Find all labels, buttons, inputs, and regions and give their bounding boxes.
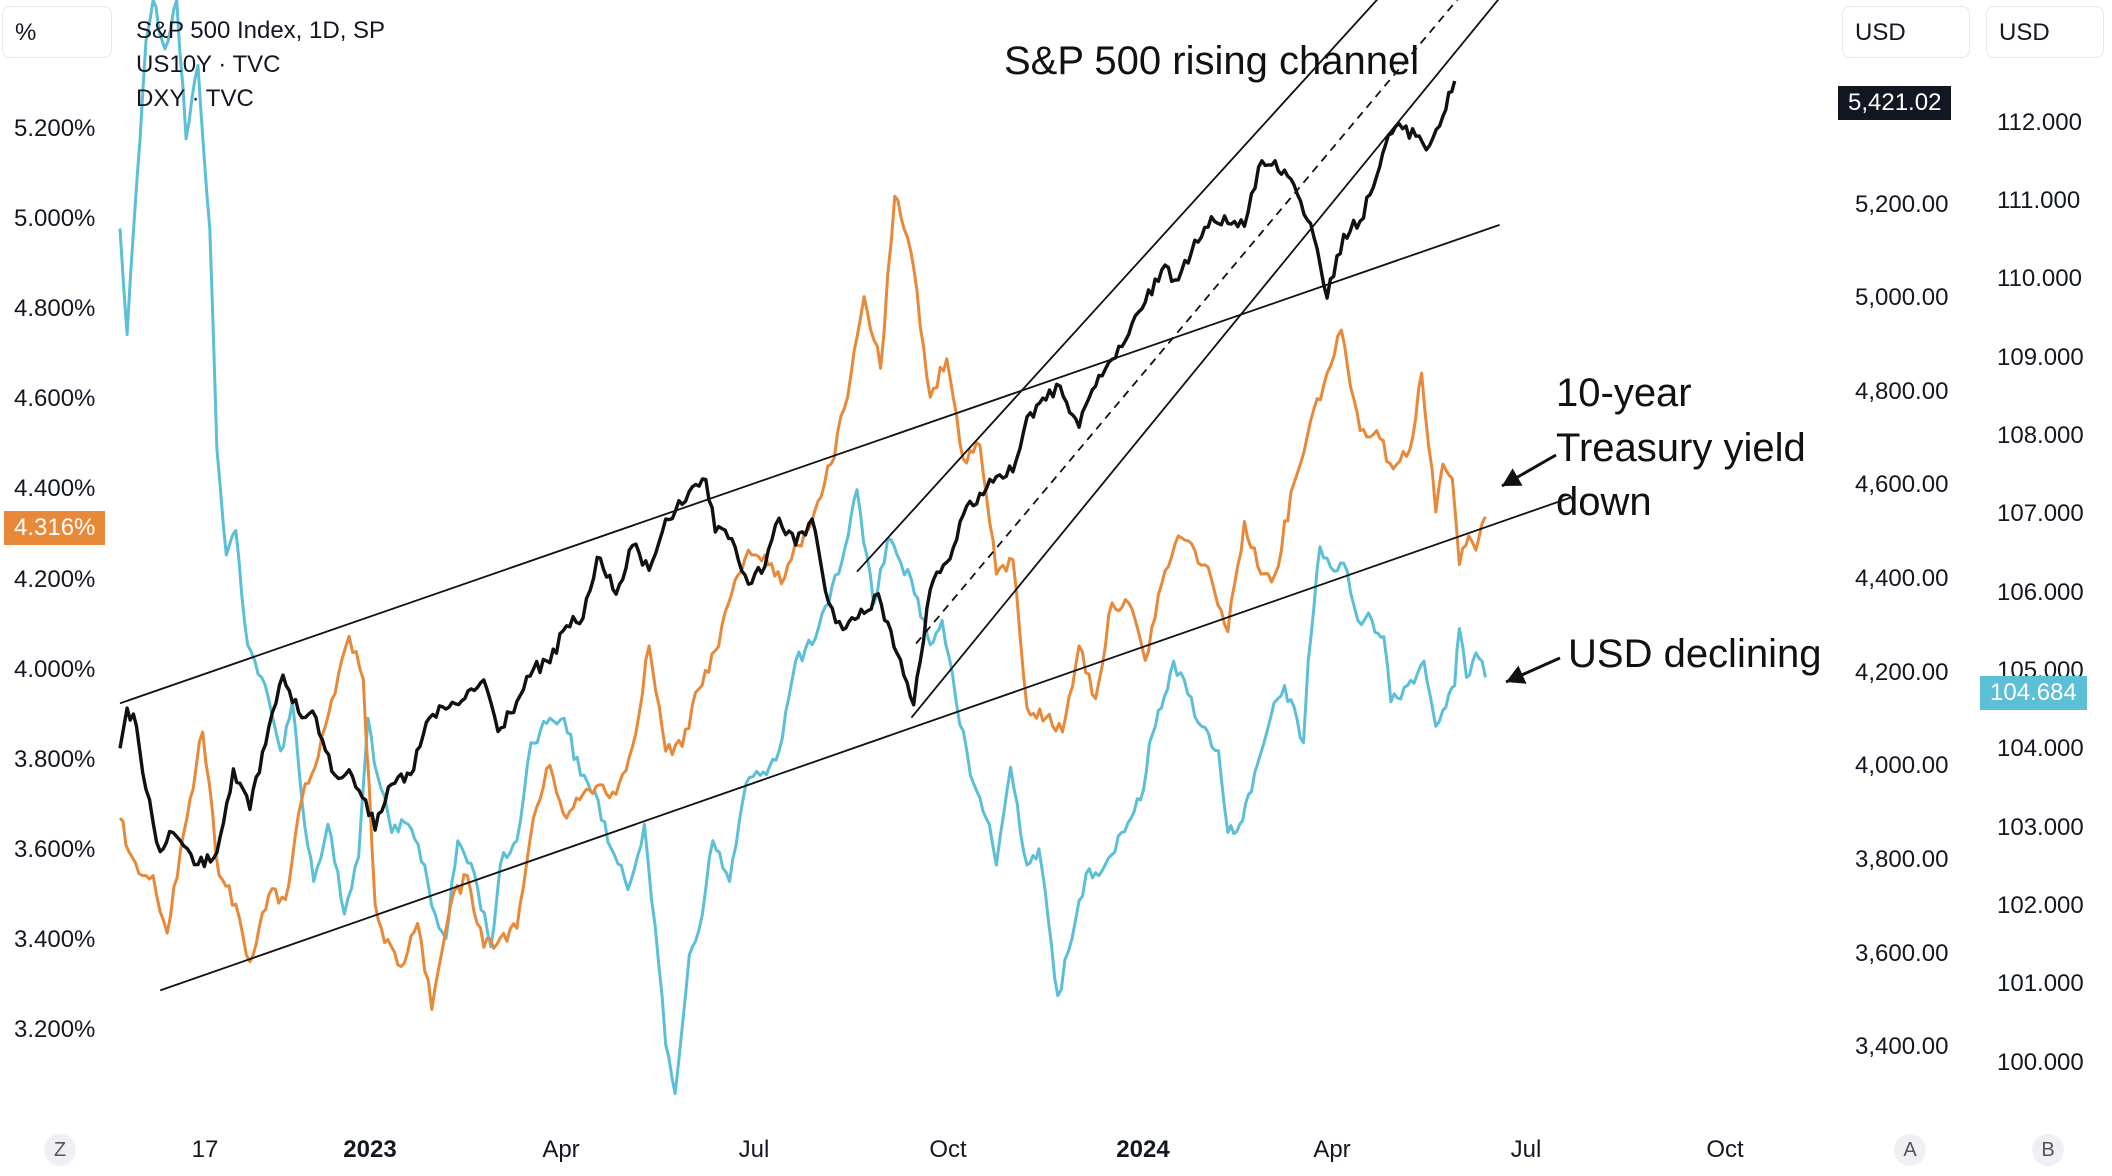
middle-axis-unit[interactable]: USD	[1842, 6, 1970, 58]
left-tick: 4.000%	[14, 656, 96, 683]
middle-tick: 4,600.00	[1855, 471, 1949, 498]
x-tick: Jul	[1510, 1136, 1542, 1163]
left-tick: 4.200%	[14, 566, 96, 593]
left-tick: 3.800%	[14, 746, 96, 773]
middle-tick: 3,400.00	[1855, 1033, 1949, 1060]
right-axis-unit[interactable]: USD	[1986, 6, 2104, 58]
left-tick: 5.200%	[14, 115, 96, 142]
x-tick: 2024	[1116, 1136, 1170, 1163]
yield-channel-upper[interactable]	[119, 224, 1500, 705]
annotation-yield-line1: 10-year	[1556, 371, 1692, 415]
legend-dxy[interactable]: DXY · TVC	[136, 85, 254, 112]
left-tick: 3.400%	[14, 926, 96, 953]
right-tick: 112.000	[1997, 109, 2082, 136]
left-tick: 3.600%	[14, 836, 96, 863]
spx-channel-upper[interactable]	[856, 0, 1433, 573]
left-tick: 4.800%	[14, 295, 96, 322]
dxy-last-value-badge: 104.684	[1980, 676, 2087, 710]
spx-last-value-badge: 5,421.02	[1838, 86, 1952, 120]
x-tick: Oct	[929, 1136, 967, 1163]
scale-a-button[interactable]: A	[1894, 1134, 1926, 1166]
spx-channel-mid[interactable]	[915, 0, 1497, 645]
scale-b-button[interactable]: B	[2032, 1134, 2064, 1166]
timezone-button[interactable]: Z	[44, 1134, 76, 1166]
right-tick: 102.000	[1997, 892, 2084, 919]
right-tick: 103.000	[1997, 814, 2084, 841]
right-tick: 106.000	[1997, 579, 2084, 606]
spx-channel-lower[interactable]	[910, 0, 1502, 719]
annotation-yield-line2: Treasury yield	[1556, 426, 1806, 470]
us10y-last-value-badge: 4.316%	[4, 511, 106, 545]
middle-tick: 3,600.00	[1855, 940, 1949, 967]
right-tick: 107.000	[1997, 500, 2084, 527]
annotation-usd-declining: USD declining	[1568, 632, 1822, 676]
yield-channel-lower[interactable]	[159, 496, 1571, 992]
middle-tick: 4,200.00	[1855, 659, 1949, 686]
middle-tick: 5,200.00	[1855, 191, 1949, 218]
legend-spx[interactable]: S&P 500 Index, 1D, SP	[136, 17, 386, 44]
left-tick: 4.600%	[14, 385, 96, 412]
arrow-usd	[1505, 656, 1561, 684]
left-tick: 4.400%	[14, 475, 96, 502]
x-tick: Apr	[542, 1136, 580, 1163]
right-tick: 101.000	[1997, 970, 2084, 997]
right-tick: 109.000	[1997, 344, 2084, 371]
middle-tick: 4,800.00	[1855, 378, 1949, 405]
chart-legend: S&P 500 Index, 1D, SP US10Y · TVC DXY · …	[136, 14, 385, 116]
x-tick: 2023	[343, 1136, 397, 1163]
x-tick: Jul	[738, 1136, 770, 1163]
us10y-line[interactable]	[118, 194, 1487, 1011]
plot-area	[118, 0, 1487, 1096]
right-tick: 100.000	[1997, 1049, 2084, 1076]
middle-tick: 3,800.00	[1855, 846, 1949, 873]
arrow-yield	[1501, 453, 1557, 488]
middle-tick: 5,000.00	[1855, 284, 1949, 311]
left-tick: 5.000%	[14, 205, 96, 232]
dxy-line[interactable]	[118, 0, 1487, 1096]
left-tick: 3.200%	[14, 1016, 96, 1043]
x-tick: Apr	[1313, 1136, 1351, 1163]
middle-tick: 4,400.00	[1855, 565, 1949, 592]
left-axis-unit[interactable]: %	[2, 6, 112, 58]
middle-tick: 4,000.00	[1855, 752, 1949, 779]
right-tick: 111.000	[1997, 187, 2081, 214]
x-tick: Oct	[1706, 1136, 1744, 1163]
right-tick: 110.000	[1997, 265, 2082, 292]
right-tick: 104.000	[1997, 735, 2084, 762]
annotation-yield-line3: down	[1556, 480, 1652, 524]
right-tick: 108.000	[1997, 422, 2084, 449]
annotation-spx-channel: S&P 500 rising channel	[1004, 39, 1420, 83]
spx-line[interactable]	[118, 80, 1457, 869]
x-tick: 17	[191, 1136, 219, 1163]
legend-us10y[interactable]: US10Y · TVC	[136, 51, 281, 78]
